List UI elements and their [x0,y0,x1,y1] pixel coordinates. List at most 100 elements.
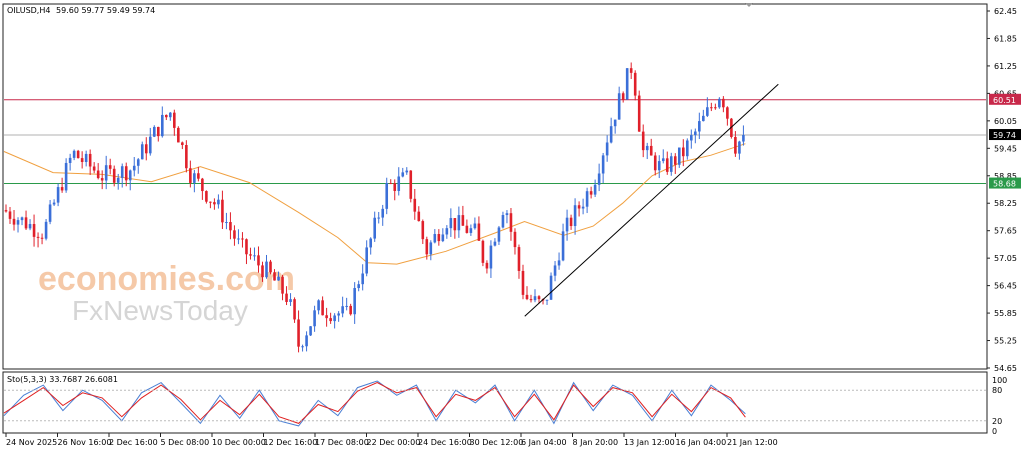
candle-body [353,288,356,315]
candle-body [156,126,160,137]
candle-body [116,177,120,183]
candle-body [702,115,705,122]
time-tick-label: 30 Dec 12:00 [470,438,524,447]
trend-line-group[interactable] [524,83,779,317]
candle-body [637,95,641,132]
candle-body [473,223,477,229]
candle-body [677,147,681,165]
candle-body [285,293,288,302]
candle-body [545,299,549,301]
candle-body [509,213,513,232]
candle-body [40,237,44,239]
candle-body [128,170,132,181]
candle-body [273,272,276,281]
candle-body [72,150,76,158]
price-tick-label: 60.05 [994,117,1017,126]
time-tick-label: 10 Dec 00:00 [212,438,266,447]
candle-body [317,300,320,311]
candle-body [173,112,176,128]
candle-body [80,158,84,163]
candle-body [124,166,128,181]
candle-body [698,121,701,132]
watermark-line1: economies.com [38,260,295,298]
candle-body [76,150,80,159]
candle-body [361,273,364,285]
price-tick-label: 62.45 [994,7,1017,16]
candle-body [629,68,633,73]
candle-body [645,145,649,151]
candle-body [241,238,244,240]
candle-body [152,126,156,137]
candle-body [517,247,521,271]
candle-body [690,135,693,141]
candle-body [657,161,661,171]
candle-body [169,112,172,118]
candle-body [513,231,517,248]
candle-body [132,165,136,171]
candle-body [333,315,336,322]
candle-body [441,234,445,242]
candles [4,62,745,353]
candle-body [617,93,621,120]
candle-body [140,144,144,160]
watermark-line2: FxNewsToday [72,295,248,326]
candle-body [281,276,284,294]
candle-body [365,247,368,274]
candle-body [253,255,256,257]
candle-body [445,228,449,235]
candle-body [633,72,637,96]
candle-body [165,114,168,118]
candle-body [413,198,417,212]
candle-body [381,208,385,218]
candle-body [557,260,561,266]
stochastic-lines [3,380,746,427]
candle-body [429,242,433,255]
time-tick-label: 21 Jan 12:00 [727,438,778,447]
candle-body [144,144,148,154]
candle-body [497,227,501,242]
candle-body [477,223,481,241]
level-tag-last [989,129,1021,141]
candle-body [685,140,689,157]
candle-body [565,217,569,232]
time-tick-label: 12 Dec 16:00 [264,438,318,447]
candle-body [24,217,28,229]
level-label-support: 58.68 [993,180,1016,189]
price-tick-label: 55.25 [994,337,1017,346]
candle-body [100,178,104,181]
candle-body [20,217,24,221]
candle-body [461,215,465,226]
candle-body [237,238,240,240]
level-tag-support [989,177,1021,189]
stoch-line-signal [3,382,746,424]
candle-body [349,305,352,315]
candle-body [229,222,232,231]
candle-body [601,155,605,174]
time-tick-label: 22 Dec 00:00 [367,438,421,447]
candle-body [573,205,577,227]
stoch-line-main [3,380,746,427]
time-tick-label: 13 Jan 12:00 [624,438,675,447]
candle-body [597,173,601,185]
candle-body [433,234,437,243]
candle-body [269,261,272,273]
shift-marker-icon[interactable] [745,3,753,7]
moving-average-line [3,143,746,265]
price-tick-label: 56.45 [994,282,1017,291]
price-tick-label: 58.85 [994,172,1017,181]
stoch-tick-label: 80 [992,386,1002,395]
level-tag-resistance [989,93,1021,105]
candle-body [405,170,409,173]
candle-body [345,305,348,307]
time-tick-label: 6 Jan 04:00 [521,438,567,447]
time-tick-label: 17 Dec 08:00 [315,438,369,447]
candle-body [305,335,308,347]
candle-body [44,221,48,239]
candle-body [653,155,657,171]
candle-body [28,224,32,229]
candle-body [385,183,389,209]
candle-body [177,127,180,143]
candle-body [397,176,401,191]
moving-average [3,143,746,265]
